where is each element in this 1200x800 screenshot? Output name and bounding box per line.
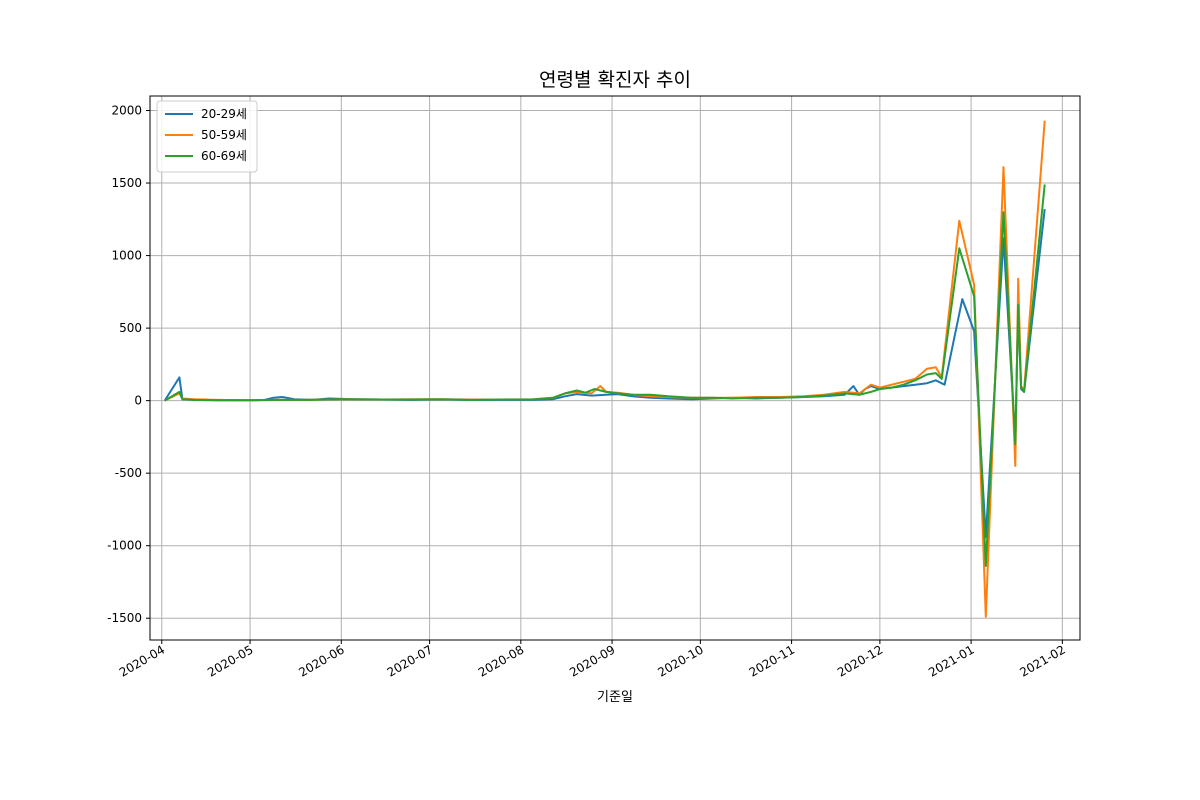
y-tick-label: 500 bbox=[119, 321, 142, 335]
legend: 20-29세 50-59세 60-69세 bbox=[156, 100, 258, 173]
legend-label: 60-69세 bbox=[201, 149, 247, 163]
y-axis-ticks: -1500 -1000 -500 0 500 1000 1500 2000 bbox=[107, 104, 150, 625]
plot-frame bbox=[149, 95, 1081, 641]
chart-title: 연령별 확진자 추이 bbox=[539, 69, 691, 91]
x-axis-label: 기준일 bbox=[597, 690, 633, 705]
legend-label: 50-59세 bbox=[201, 128, 247, 142]
legend-label: 20-29세 bbox=[201, 107, 247, 121]
series-lines bbox=[163, 120, 1046, 618]
y-tick-label: -500 bbox=[115, 466, 142, 480]
y-tick-label: 1000 bbox=[111, 249, 142, 263]
y-tick-label: 1500 bbox=[111, 176, 142, 190]
y-tick-label: -1500 bbox=[107, 611, 142, 625]
y-tick-label: -1000 bbox=[107, 539, 142, 553]
grid-lines bbox=[150, 96, 1080, 640]
series-line-60-69세 bbox=[164, 184, 1046, 567]
legend-box bbox=[156, 100, 258, 173]
y-tick-label: 2000 bbox=[111, 104, 142, 118]
y-tick-label: 0 bbox=[134, 394, 142, 408]
